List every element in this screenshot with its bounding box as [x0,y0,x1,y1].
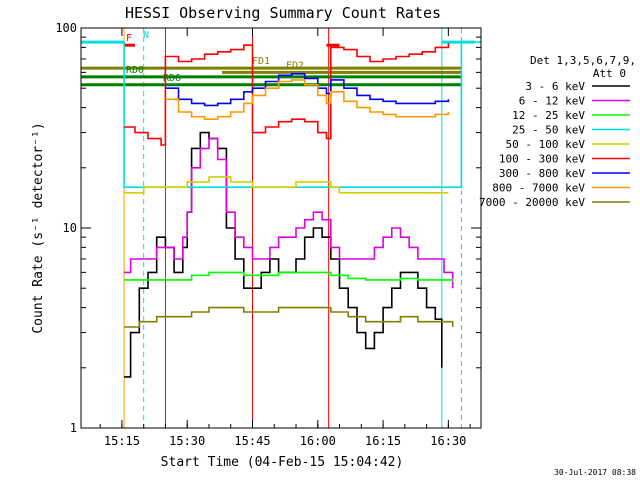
x-axis-label: Start Time (04-Feb-15 15:04:42) [161,455,404,470]
series-line-8 [124,306,454,328]
x-tick-label-2: 15:45 [234,434,270,448]
y-tick-label-2: 100 [55,21,77,35]
legend-label-7: 800 - 7000 keV [492,182,585,195]
legend-label-4: 50 - 100 keV [506,138,586,151]
x-tick-label-3: 16:00 [300,434,336,448]
state-bar-label-f: F [126,33,132,44]
legend-label-5: 100 - 300 keV [499,153,585,166]
legend-label-2: 12 - 25 keV [512,109,585,122]
state-bar-label-fd2: FD2 [286,60,304,71]
legend: Det 1,3,5,6,7,9, Att 0 3 - 6 keV 6 - 12 k… [479,54,636,209]
series-line-2 [124,271,454,282]
x-tick-label-1: 15:30 [169,434,205,448]
y-tick-label-0: 1 [70,421,77,435]
plot-area: NF FD1 FD2 RD0 RD6 [80,27,482,429]
state-bar-label-rd6: RD6 [163,73,181,84]
state-bar-label-rd0: RD0 [126,65,144,76]
legend-label-8: 7000 - 20000 keV [479,196,585,209]
series-line-0 [124,131,443,378]
legend-label-6: 300 - 800 keV [499,167,585,180]
series-lines [81,41,481,378]
series-line-4 [124,176,449,194]
legend-header-line-1: Det 1,3,5,6,7,9, [530,54,636,67]
x-axis-ticks: 15:15 15:30 15:45 16:00 16:15 16:30 [99,28,471,448]
x-tick-label-5: 16:30 [430,434,466,448]
y-tick-label-1: 10 [63,221,77,235]
state-bar-label-fd1: FD1 [252,56,270,67]
series-line-6 [165,73,450,107]
legend-header-line-2: Att 0 [593,67,626,80]
series-line-1 [124,137,454,289]
footer-date: 30-Jul-2017 08:38 [554,468,636,477]
x-tick-label-0: 15:15 [104,434,140,448]
state-bar-label-n: N [143,30,149,41]
series-line-7 [165,79,450,120]
legend-label-0: 3 - 6 keV [525,80,585,93]
y-axis-label: Count Rate (s⁻¹ detector⁻¹) [31,122,46,333]
series-line-5 [124,43,450,146]
legend-label-3: 25 - 50 keV [512,124,585,137]
legend-label-1: 6 - 12 keV [519,95,586,108]
y-axis-ticks: 1 10 100 [55,21,481,435]
chart-title: HESSI Observing Summary Count Rates [125,4,441,22]
x-tick-label-4: 16:15 [365,434,401,448]
